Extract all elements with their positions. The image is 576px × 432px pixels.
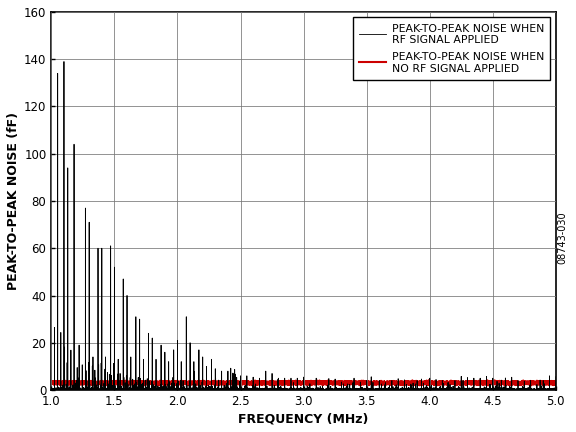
PEAK-TO-PEAK NOISE WHEN
NO RF SIGNAL APPLIED bbox=[552, 380, 559, 385]
PEAK-TO-PEAK NOISE WHEN
NO RF SIGNAL APPLIED bbox=[319, 380, 326, 385]
PEAK-TO-PEAK NOISE WHEN
NO RF SIGNAL APPLIED bbox=[409, 381, 416, 386]
PEAK-TO-PEAK NOISE WHEN
NO RF SIGNAL APPLIED bbox=[516, 381, 522, 386]
PEAK-TO-PEAK NOISE WHEN
NO RF SIGNAL APPLIED bbox=[107, 379, 113, 384]
PEAK-TO-PEAK NOISE WHEN
NO RF SIGNAL APPLIED bbox=[48, 381, 55, 386]
X-axis label: FREQUENCY (MHz): FREQUENCY (MHz) bbox=[238, 412, 369, 425]
PEAK-TO-PEAK NOISE WHEN
RF SIGNAL APPLIED bbox=[319, 387, 326, 392]
PEAK-TO-PEAK NOISE WHEN
RF SIGNAL APPLIED bbox=[516, 387, 522, 392]
Text: 08743-030: 08743-030 bbox=[558, 211, 567, 264]
Legend: PEAK-TO-PEAK NOISE WHEN
RF SIGNAL APPLIED, PEAK-TO-PEAK NOISE WHEN
NO RF SIGNAL : PEAK-TO-PEAK NOISE WHEN RF SIGNAL APPLIE… bbox=[353, 17, 551, 80]
PEAK-TO-PEAK NOISE WHEN
NO RF SIGNAL APPLIED bbox=[140, 383, 147, 388]
PEAK-TO-PEAK NOISE WHEN
NO RF SIGNAL APPLIED bbox=[313, 380, 320, 385]
PEAK-TO-PEAK NOISE WHEN
RF SIGNAL APPLIED bbox=[410, 388, 416, 393]
PEAK-TO-PEAK NOISE WHEN
RF SIGNAL APPLIED bbox=[460, 387, 467, 392]
PEAK-TO-PEAK NOISE WHEN
RF SIGNAL APPLIED bbox=[552, 374, 559, 379]
PEAK-TO-PEAK NOISE WHEN
NO RF SIGNAL APPLIED bbox=[460, 381, 467, 386]
PEAK-TO-PEAK NOISE WHEN
RF SIGNAL APPLIED bbox=[107, 386, 113, 391]
PEAK-TO-PEAK NOISE WHEN
RF SIGNAL APPLIED bbox=[313, 387, 320, 392]
PEAK-TO-PEAK NOISE WHEN
RF SIGNAL APPLIED bbox=[60, 59, 67, 64]
Y-axis label: PEAK-TO-PEAK NOISE (fF): PEAK-TO-PEAK NOISE (fF) bbox=[7, 112, 20, 290]
PEAK-TO-PEAK NOISE WHEN
NO RF SIGNAL APPLIED bbox=[426, 378, 433, 383]
PEAK-TO-PEAK NOISE WHEN
RF SIGNAL APPLIED bbox=[362, 388, 369, 393]
Line: PEAK-TO-PEAK NOISE WHEN
RF SIGNAL APPLIED: PEAK-TO-PEAK NOISE WHEN RF SIGNAL APPLIE… bbox=[51, 62, 556, 390]
Line: PEAK-TO-PEAK NOISE WHEN
NO RF SIGNAL APPLIED: PEAK-TO-PEAK NOISE WHEN NO RF SIGNAL APP… bbox=[51, 380, 556, 385]
PEAK-TO-PEAK NOISE WHEN
RF SIGNAL APPLIED bbox=[48, 387, 55, 392]
